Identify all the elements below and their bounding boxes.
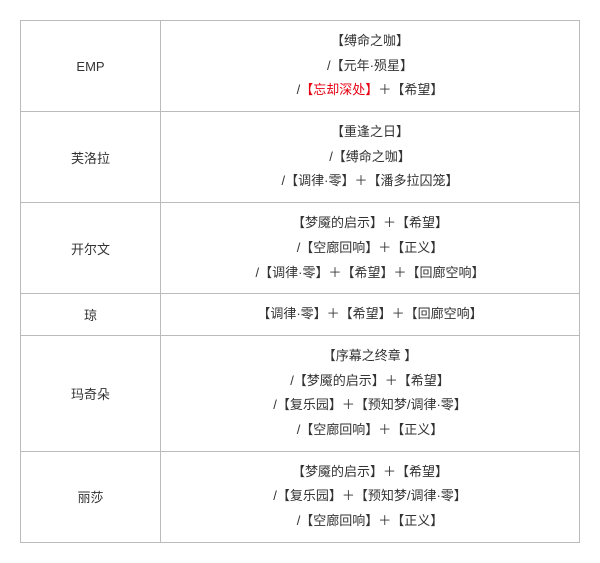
character-name-cell: 开尔文 [21, 203, 161, 294]
character-name-cell: EMP [21, 21, 161, 112]
text-part: /【梦魇的启示】＋【希望】 [290, 373, 450, 388]
build-line: /【空廊回响】＋【正义】 [167, 236, 573, 261]
text-part: 【序幕之终章 】 [323, 348, 418, 363]
build-line: /【缚命之咖】 [167, 145, 573, 170]
text-part: /【复乐园】＋【预知梦/调律·零】 [273, 397, 467, 412]
build-description-cell: 【梦魇的启示】＋【希望】 /【空廊回响】＋【正义】 /【调律·零】＋【希望】＋【回廊… [161, 203, 580, 294]
build-line: /【空廊回响】＋【正义】 [167, 418, 573, 443]
build-description-cell: 【重逢之日】 /【缚命之咖】 /【调律·零】＋【潘多拉囚笼】 [161, 112, 580, 203]
build-line: /【调律·零】＋【潘多拉囚笼】 [167, 169, 573, 194]
text-part: /【元年·殒星】 [327, 58, 413, 73]
highlight-text: 【忘却深处】 [300, 82, 378, 97]
text-part: 【缚命之咖】 [331, 33, 409, 48]
text-part: 【梦魇的启示】＋【希望】 [292, 215, 448, 230]
build-line: 【缚命之咖】 [167, 29, 573, 54]
character-name-cell: 丽莎 [21, 451, 161, 542]
build-description-cell: 【调律·零】＋【希望】＋【回廊空响】 [161, 294, 580, 336]
build-line: /【调律·零】＋【希望】＋【回廊空响】 [167, 261, 573, 286]
character-name-cell: 芙洛拉 [21, 112, 161, 203]
table-row: 丽莎 【梦魇的启示】＋【希望】 /【复乐园】＋【预知梦/调律·零】 /【空廊回响】＋【… [21, 451, 580, 542]
text-part: /【调律·零】＋【希望】＋【回廊空响】 [256, 265, 485, 280]
text-part: /【缚命之咖】 [329, 149, 411, 164]
table-row: EMP 【缚命之咖】 /【元年·殒星】 /【忘却深处】＋【希望】 [21, 21, 580, 112]
build-table-container: EMP 【缚命之咖】 /【元年·殒星】 /【忘却深处】＋【希望】芙洛拉 【重逢之日】 /【… [20, 20, 580, 543]
build-description-cell: 【序幕之终章 】 /【梦魇的启示】＋【希望】 /【复乐园】＋【预知梦/调律·零】 /【… [161, 335, 580, 451]
text-part: /【复乐园】＋【预知梦/调律·零】 [273, 488, 467, 503]
build-line: /【空廊回响】＋【正义】 [167, 509, 573, 534]
text-part: /【空廊回响】＋【正义】 [297, 240, 444, 255]
build-line: /【复乐园】＋【预知梦/调律·零】 [167, 393, 573, 418]
text-part: 【梦魇的启示】＋【希望】 [292, 464, 448, 479]
table-row: 芙洛拉 【重逢之日】 /【缚命之咖】 /【调律·零】＋【潘多拉囚笼】 [21, 112, 580, 203]
table-row: 玛奇朵 【序幕之终章 】 /【梦魇的启示】＋【希望】 /【复乐园】＋【预知梦/调律·零… [21, 335, 580, 451]
build-line: /【元年·殒星】 [167, 54, 573, 79]
build-line: 【梦魇的启示】＋【希望】 [167, 211, 573, 236]
build-line: /【梦魇的启示】＋【希望】 [167, 369, 573, 394]
text-part: 【调律·零】＋【希望】＋【回廊空响】 [257, 306, 482, 321]
build-line: 【调律·零】＋【希望】＋【回廊空响】 [167, 302, 573, 327]
character-name-cell: 琼 [21, 294, 161, 336]
build-table-body: EMP 【缚命之咖】 /【元年·殒星】 /【忘却深处】＋【希望】芙洛拉 【重逢之日】 /【… [21, 21, 580, 543]
text-part: ＋【希望】 [378, 82, 443, 97]
table-row: 开尔文 【梦魇的启示】＋【希望】 /【空廊回响】＋【正义】 /【调律·零】＋【希望】＋… [21, 203, 580, 294]
build-line: /【复乐园】＋【预知梦/调律·零】 [167, 484, 573, 509]
build-line: /【忘却深处】＋【希望】 [167, 78, 573, 103]
build-description-cell: 【梦魇的启示】＋【希望】 /【复乐园】＋【预知梦/调律·零】 /【空廊回响】＋【正义… [161, 451, 580, 542]
build-description-cell: 【缚命之咖】 /【元年·殒星】 /【忘却深处】＋【希望】 [161, 21, 580, 112]
build-line: 【序幕之终章 】 [167, 344, 573, 369]
text-part: 【重逢之日】 [331, 124, 409, 139]
character-name-cell: 玛奇朵 [21, 335, 161, 451]
build-line: 【重逢之日】 [167, 120, 573, 145]
build-line: 【梦魇的启示】＋【希望】 [167, 460, 573, 485]
build-table: EMP 【缚命之咖】 /【元年·殒星】 /【忘却深处】＋【希望】芙洛拉 【重逢之日】 /【… [20, 20, 580, 543]
text-part: /【调律·零】＋【潘多拉囚笼】 [282, 173, 459, 188]
table-row: 琼 【调律·零】＋【希望】＋【回廊空响】 [21, 294, 580, 336]
text-part: /【空廊回响】＋【正义】 [297, 513, 444, 528]
text-part: /【空廊回响】＋【正义】 [297, 422, 444, 437]
